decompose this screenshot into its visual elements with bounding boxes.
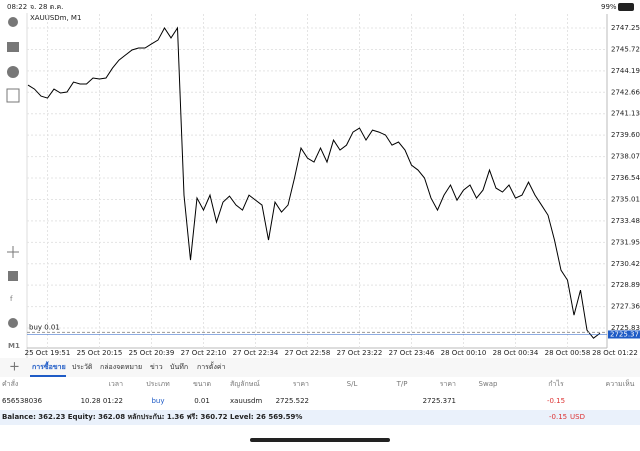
tab[interactable]: การตั้งค่า (197, 360, 226, 371)
summary-text: Balance: 362.23 Equity: 362.08 หลักประกั… (2, 413, 302, 421)
column-header: ความเห็น (606, 379, 635, 388)
x-tick-label: 27 Oct 23:46 (389, 349, 435, 357)
account-icon[interactable] (8, 17, 18, 27)
column-header: ราคา (440, 380, 456, 388)
trade-icon[interactable] (7, 42, 19, 52)
column-header: คำสั่ง (2, 379, 18, 388)
y-tick-label: 2735.010 (611, 195, 640, 203)
battery-icon (618, 3, 634, 11)
table-cell: 2725.371 (423, 397, 456, 405)
y-tick-label: 2747.250 (611, 24, 640, 32)
table-cell: 10.28 01:22 (81, 397, 123, 405)
tab[interactable]: กล่องจดหมาย (100, 363, 142, 371)
table-cell: xauusdm (230, 397, 262, 405)
last-price-label: 2725.371 (610, 330, 640, 338)
tab[interactable]: ประวัติ (72, 363, 93, 371)
add-icon[interactable] (6, 88, 20, 103)
status-date: จ. 28 ต.ค. (30, 3, 63, 11)
function-icon[interactable]: f (10, 295, 13, 303)
column-header: ขนาด (193, 380, 211, 388)
y-tick-label: 2727.360 (611, 303, 640, 311)
status-time: 08:22 (7, 3, 27, 11)
tab-bar (0, 358, 640, 377)
x-tick-label: 27 Oct 23:22 (337, 349, 383, 357)
summary-profit: -0.15 (549, 413, 567, 421)
x-tick-label: 25 Oct 20:15 (77, 349, 123, 357)
column-header: S/L (347, 380, 358, 388)
price-line (27, 26, 601, 339)
summary-currency: USD (570, 413, 585, 421)
x-tick-label: 25 Oct 19:51 (25, 349, 71, 357)
column-header: T/P (396, 380, 408, 388)
column-header: ประเภท (146, 380, 170, 388)
y-tick-label: 2739.600 (611, 131, 640, 139)
y-tick-label: 2733.480 (611, 217, 640, 225)
chart-symbol: XAUUSDm, M1 (30, 14, 81, 22)
timeframe-button[interactable]: M1 (8, 342, 20, 350)
y-tick-label: 2738.070 (611, 153, 640, 161)
column-header: Swap (479, 380, 498, 388)
home-indicator (250, 438, 390, 442)
column-header: กำไร (548, 379, 564, 388)
indicator-icon[interactable] (8, 271, 18, 281)
x-tick-label: 27 Oct 22:34 (233, 349, 279, 357)
x-tick-label: 28 Oct 01:22 (592, 349, 638, 357)
y-tick-label: 2728.890 (611, 281, 640, 289)
add-button[interactable]: + (9, 360, 20, 375)
y-tick-label: 2741.130 (611, 110, 640, 118)
x-tick-label: 25 Oct 20:39 (129, 349, 175, 357)
tab[interactable]: บันทึก (170, 362, 188, 371)
chat-icon[interactable] (7, 66, 19, 78)
order-label: buy 0.01 (29, 323, 60, 331)
table-cell: -0.15 (547, 397, 565, 405)
objects-icon[interactable] (8, 318, 18, 328)
summary-bar (0, 410, 640, 425)
x-tick-label: 27 Oct 22:58 (285, 349, 331, 357)
column-header: สัญลักษณ์ (230, 380, 260, 388)
y-tick-label: 2731.950 (611, 238, 640, 246)
table-cell: buy (151, 397, 164, 405)
table-cell: 0.01 (194, 397, 210, 405)
y-tick-label: 2725.830 (611, 324, 640, 332)
tab[interactable]: ข่าว (150, 363, 163, 371)
y-tick-label: 2736.540 (611, 174, 640, 182)
column-header: ราคา (293, 380, 309, 388)
column-header: เวลา (108, 380, 123, 388)
x-tick-label: 28 Oct 00:34 (493, 349, 539, 357)
table-cell: 656538036 (2, 397, 43, 405)
y-tick-label: 2745.720 (611, 45, 640, 53)
y-tick-label: 2742.660 (611, 88, 640, 96)
crosshair-icon[interactable] (7, 246, 19, 258)
y-tick-label: 2744.190 (611, 67, 640, 75)
x-tick-label: 27 Oct 22:10 (181, 349, 227, 357)
tab[interactable]: การซื้อขาย (32, 360, 66, 371)
toolbar: f (6, 17, 20, 328)
x-tick-label: 28 Oct 00:58 (545, 349, 591, 357)
x-tick-label: 28 Oct 00:10 (441, 349, 487, 357)
y-tick-label: 2730.420 (611, 260, 640, 268)
status-battery: 99% (601, 3, 617, 11)
table-cell: 2725.522 (276, 397, 309, 405)
last-price-tag (608, 330, 640, 339)
